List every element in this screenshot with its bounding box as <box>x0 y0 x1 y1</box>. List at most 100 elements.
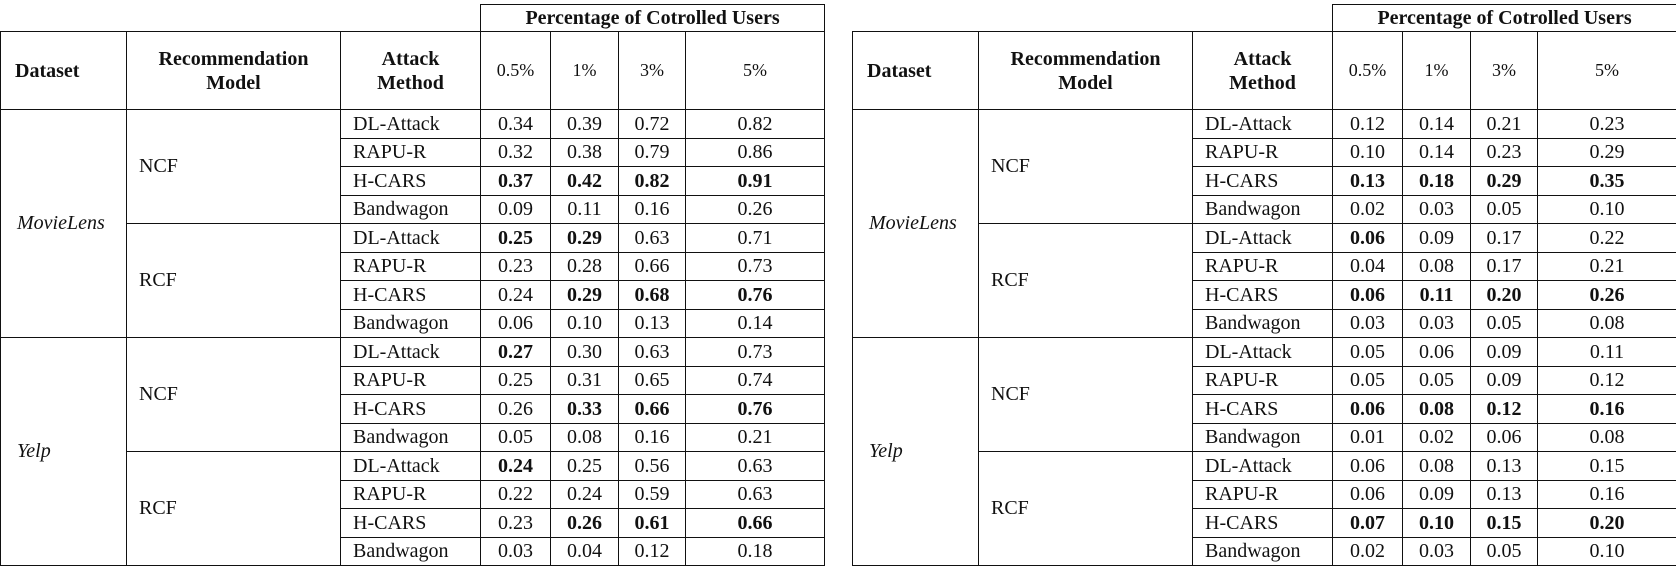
value-cell: 0.21 <box>1537 251 1676 281</box>
method-cell: Bandwagon <box>339 422 482 452</box>
method-cell: Bandwagon <box>1191 308 1334 338</box>
value-cell: 0.39 <box>550 109 620 139</box>
method-cell: H-CARS <box>1191 508 1334 538</box>
table-row: RAPU-R 0.05 0.05 0.09 0.12 <box>853 365 1676 395</box>
value-cell: 0.38 <box>550 137 620 167</box>
value-cell: 0.06 <box>480 308 552 338</box>
value-cell: 0.29 <box>550 280 620 310</box>
model-cell: RCF <box>978 223 1193 338</box>
value-cell: 0.29 <box>1470 166 1539 196</box>
value-cell: 0.23 <box>480 251 552 281</box>
value-cell: 0.63 <box>618 337 687 367</box>
value-cell: 0.56 <box>618 451 687 481</box>
method-cell: H-CARS <box>339 280 482 310</box>
value-cell: 0.03 <box>1402 308 1472 338</box>
value-cell: 0.05 <box>1332 365 1404 395</box>
value-cell: 0.42 <box>550 166 620 196</box>
method-cell: RAPU-R <box>1191 137 1334 167</box>
value-cell: 0.26 <box>550 508 620 538</box>
method-header-line2: Method <box>1229 71 1296 94</box>
value-cell: 0.09 <box>1402 223 1472 253</box>
table-row: Bandwagon 0.02 0.03 0.05 0.10 <box>853 194 1676 224</box>
table-row: H-CARS 0.13 0.18 0.29 0.35 <box>853 166 1676 196</box>
value-cell: 0.06 <box>1402 337 1472 367</box>
table-row: RCF DL-Attack 0.25 0.29 0.63 0.71 <box>1 223 826 338</box>
table-row: RCF DL-Attack 0.06 0.08 0.13 0.15 <box>853 451 1676 566</box>
value-cell: 0.12 <box>1537 365 1676 395</box>
method-cell: RAPU-R <box>339 365 482 395</box>
table-row: RAPU-R 0.32 0.38 0.79 0.86 <box>1 137 826 167</box>
value-cell: 0.11 <box>550 194 620 224</box>
value-cell: 0.10 <box>1537 536 1676 566</box>
value-cell: 0.26 <box>480 394 552 424</box>
value-cell: 0.66 <box>618 394 687 424</box>
value-cell: 0.91 <box>685 166 826 196</box>
dataset-cell: MovieLens <box>852 109 979 338</box>
value-cell: 0.14 <box>1402 109 1472 139</box>
value-cell: 0.63 <box>685 451 826 481</box>
table-row: Bandwagon 0.03 0.04 0.12 0.18 <box>1 536 826 566</box>
method-header-line1: Attack <box>1233 47 1292 70</box>
table-row: Yelp NCF DL-Attack 0.27 0.30 0.63 0.73 <box>0 337 826 566</box>
value-cell: 0.08 <box>1402 251 1472 281</box>
dataset-cell: MovieLens <box>0 109 127 338</box>
header-spacer <box>852 4 1334 32</box>
value-cell: 0.76 <box>685 394 826 424</box>
value-cell: 0.22 <box>480 479 552 509</box>
value-cell: 0.73 <box>685 251 826 281</box>
value-cell: 0.06 <box>1332 479 1404 509</box>
percentage-column-header: 3% <box>1470 31 1539 110</box>
dataset-cell: Yelp <box>852 337 979 566</box>
value-cell: 0.66 <box>618 251 687 281</box>
group-header: Percentage of Cotrolled Users <box>1332 4 1676 32</box>
value-cell: 0.65 <box>618 365 687 395</box>
value-cell: 0.24 <box>480 451 552 481</box>
value-cell: 0.01 <box>1332 422 1404 452</box>
method-cell: H-CARS <box>339 166 482 196</box>
value-cell: 0.03 <box>1402 536 1472 566</box>
value-cell: 0.13 <box>1470 451 1539 481</box>
percentage-column-header: 0.5% <box>1332 31 1404 110</box>
value-cell: 0.28 <box>550 251 620 281</box>
table-row: RAPU-R 0.23 0.28 0.66 0.73 <box>1 251 826 281</box>
model-header-line1: Recommendation <box>158 47 309 70</box>
value-cell: 0.09 <box>1470 365 1539 395</box>
value-cell: 0.86 <box>685 137 826 167</box>
table-row: Bandwagon 0.06 0.10 0.13 0.14 <box>1 308 826 338</box>
table-row: Bandwagon 0.03 0.03 0.05 0.08 <box>853 308 1676 338</box>
value-cell: 0.27 <box>480 337 552 367</box>
value-cell: 0.05 <box>1470 536 1539 566</box>
dataset-column-header: Dataset <box>852 31 979 110</box>
method-cell: Bandwagon <box>1191 536 1334 566</box>
value-cell: 0.06 <box>1470 422 1539 452</box>
value-cell: 0.21 <box>685 422 826 452</box>
value-cell: 0.06 <box>1332 394 1404 424</box>
method-cell: DL-Attack <box>339 223 482 253</box>
header-spacer <box>0 4 482 32</box>
table-row: H-CARS 0.24 0.29 0.68 0.76 <box>1 280 826 310</box>
method-cell: Bandwagon <box>1191 422 1334 452</box>
value-cell: 0.68 <box>618 280 687 310</box>
value-cell: 0.21 <box>1470 109 1539 139</box>
value-cell: 0.73 <box>685 337 826 367</box>
value-cell: 0.26 <box>685 194 826 224</box>
value-cell: 0.13 <box>1470 479 1539 509</box>
value-cell: 0.82 <box>685 109 826 139</box>
value-cell: 0.76 <box>685 280 826 310</box>
value-cell: 0.20 <box>1537 508 1676 538</box>
table-row: RAPU-R 0.06 0.09 0.13 0.16 <box>853 479 1676 509</box>
value-cell: 0.10 <box>1332 137 1404 167</box>
method-cell: DL-Attack <box>339 109 482 139</box>
value-cell: 0.17 <box>1470 251 1539 281</box>
value-cell: 0.35 <box>1537 166 1676 196</box>
value-cell: 0.25 <box>480 223 552 253</box>
value-cell: 0.72 <box>618 109 687 139</box>
table-row: Bandwagon 0.09 0.11 0.16 0.26 <box>1 194 826 224</box>
value-cell: 0.30 <box>550 337 620 367</box>
value-cell: 0.23 <box>1537 109 1676 139</box>
value-cell: 0.03 <box>1332 308 1404 338</box>
value-cell: 0.63 <box>685 479 826 509</box>
table-row: H-CARS 0.26 0.33 0.66 0.76 <box>1 394 826 424</box>
table-row: MovieLens NCF DL-Attack 0.34 0.39 0.72 0.82 <box>0 109 826 338</box>
method-cell: DL-Attack <box>339 451 482 481</box>
